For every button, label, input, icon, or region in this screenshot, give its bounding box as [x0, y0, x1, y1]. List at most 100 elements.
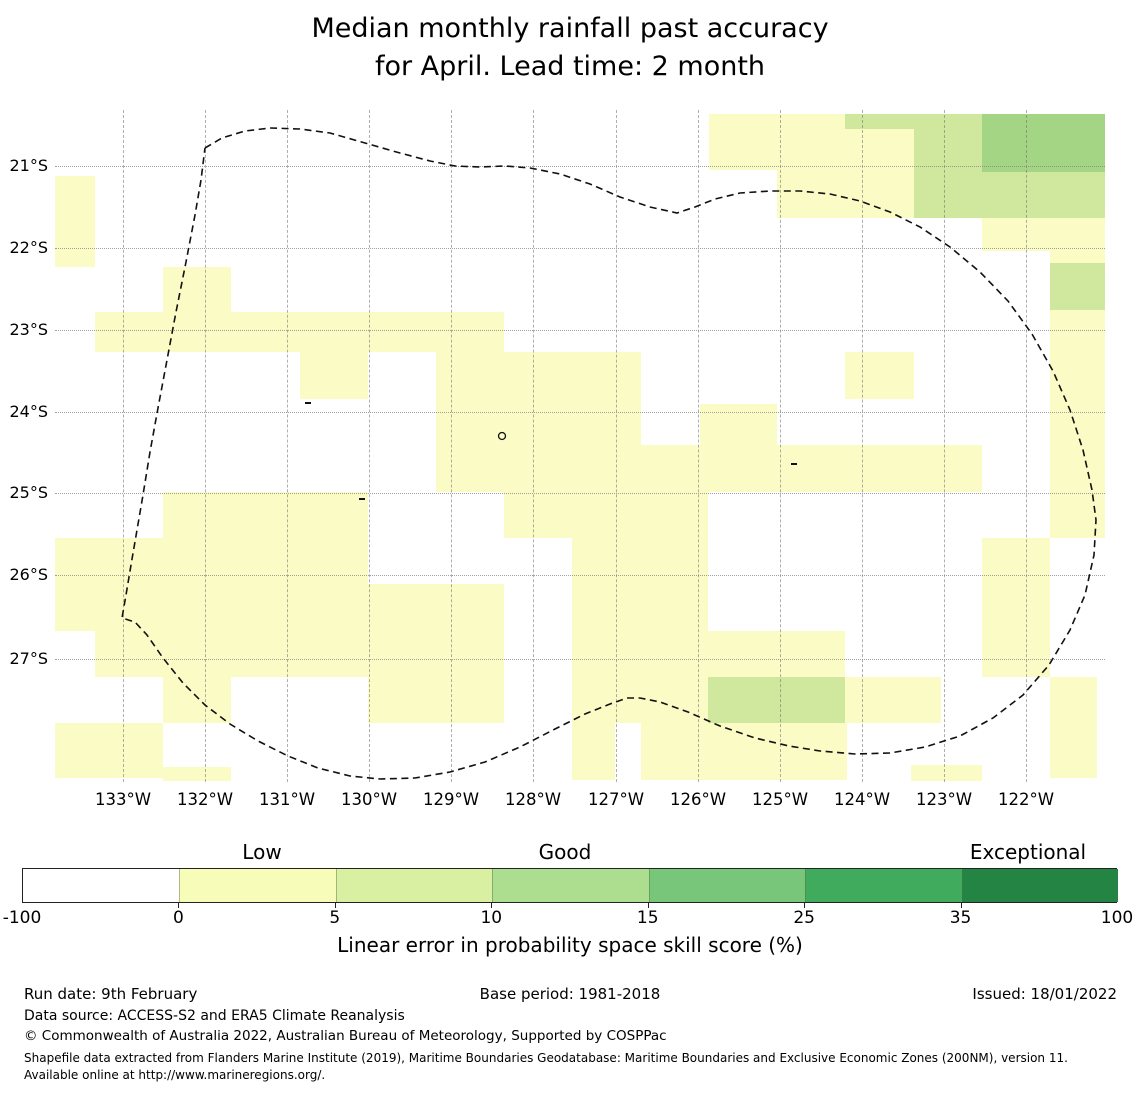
heatmap-cell	[55, 538, 368, 584]
lon-gridline	[451, 110, 452, 782]
colorbar-tick-label: 0	[173, 908, 184, 928]
colorbar-tick-label: 35	[949, 908, 972, 928]
heatmap-cell	[572, 677, 708, 723]
colorbar-segment	[961, 869, 1118, 902]
colorbar-tick-mark	[491, 903, 493, 908]
heatmap-cell	[982, 114, 1105, 172]
colorbar-segment-divider	[492, 869, 494, 902]
lon-gridline	[369, 110, 370, 782]
colorbar-caption: Linear error in probability space skill …	[337, 933, 803, 957]
heatmap-cell	[982, 538, 1050, 677]
colorbar-tick-label: 10	[480, 908, 503, 928]
heatmap-cell	[641, 723, 847, 780]
data-source-text: Data source: ACCESS-S2 and ERA5 Climate …	[24, 1008, 405, 1024]
heatmap-cell	[300, 352, 368, 399]
lat-tick-label: 21°S	[9, 156, 48, 175]
colorbar-tick-label: -100	[2, 908, 42, 928]
lon-tick-label: 131°W	[258, 790, 316, 809]
lon-tick-label: 124°W	[833, 790, 891, 809]
colorbar-segment	[492, 869, 649, 902]
heatmap-cell	[1050, 263, 1105, 310]
lon-tick-label: 127°W	[587, 790, 645, 809]
heatmap-cell	[845, 114, 914, 129]
base-period-text: Base period: 1981-2018	[479, 985, 661, 1003]
colorbar-segment	[805, 869, 962, 902]
run-date-text: Run date: 9th February	[24, 985, 198, 1003]
colorbar-category-label: Good	[538, 840, 592, 864]
heatmap-cell	[436, 399, 641, 445]
lon-tick-label: 129°W	[422, 790, 480, 809]
heatmap-cell	[911, 765, 982, 781]
heatmap-cell	[1050, 310, 1105, 538]
lat-gridline	[55, 330, 1105, 331]
heatmap-cell	[572, 723, 615, 780]
lat-tick-label: 25°S	[9, 483, 48, 502]
heatmap-cell	[504, 492, 708, 538]
colorbar-segment-divider	[805, 869, 807, 902]
heatmap-cell	[700, 404, 777, 445]
copyright-text: © Commonwealth of Australia 2022, Austra…	[24, 1028, 667, 1044]
lon-tick-label: 126°W	[669, 790, 727, 809]
lon-gridline	[533, 110, 534, 782]
shapefile-attribution-text: Shapefile data extracted from Flanders M…	[24, 1051, 1068, 1082]
colorbar-segment	[23, 869, 180, 902]
heatmap-cell	[845, 677, 941, 723]
lat-tick-label: 26°S	[9, 565, 48, 584]
lat-tick-label: 27°S	[9, 649, 48, 668]
colorbar-tick-label: 15	[636, 908, 659, 928]
chart-title-line2: for April. Lead time: 2 month	[374, 51, 766, 82]
heatmap-cell	[572, 584, 708, 631]
lat-gridline	[55, 412, 1105, 413]
colorbar-segment-divider	[961, 869, 963, 902]
heatmap-cell	[436, 445, 982, 492]
chart-title-line1: Median monthly rainfall past accuracy	[311, 13, 829, 44]
heatmap-cell	[163, 492, 368, 538]
colorbar-segment-divider	[335, 869, 337, 902]
lat-tick-label: 24°S	[9, 402, 48, 421]
colorbar	[22, 868, 1118, 903]
heatmap-cell	[845, 129, 914, 218]
lon-tick-label: 133°W	[94, 790, 152, 809]
heatmap-cell	[709, 114, 777, 170]
colorbar-tick-mark	[960, 903, 962, 908]
lon-tick-label: 132°W	[176, 790, 234, 809]
heatmap-cell	[95, 631, 504, 677]
lon-tick-label: 123°W	[915, 790, 973, 809]
colorbar-tick-label: 5	[329, 908, 341, 928]
issued-date-text: Issued: 18/01/2022	[972, 985, 1117, 1003]
lon-tick-label: 130°W	[340, 790, 398, 809]
colorbar-tick-mark	[178, 903, 180, 908]
colorbar-category-label: Exceptional	[969, 840, 1087, 864]
lat-gridline	[55, 166, 1105, 167]
heatmap-cell	[55, 176, 95, 267]
lon-gridline	[205, 110, 206, 782]
lat-tick-label: 23°S	[9, 320, 48, 339]
heatmap-cell	[572, 538, 708, 584]
colorbar-tick-mark	[647, 903, 649, 908]
lat-gridline	[55, 493, 1105, 494]
lon-tick-label: 122°W	[997, 790, 1055, 809]
lon-gridline	[1026, 110, 1027, 782]
lon-tick-label: 125°W	[751, 790, 809, 809]
lat-tick-label: 22°S	[9, 238, 48, 257]
heatmap-cell	[708, 677, 845, 723]
heatmap-cell	[1050, 677, 1097, 778]
colorbar-tick-mark	[334, 903, 336, 908]
colorbar-segment	[648, 869, 806, 902]
lon-gridline	[944, 110, 945, 782]
colorbar-segment-divider	[179, 869, 181, 902]
lon-gridline	[780, 110, 781, 782]
colorbar-segment	[179, 869, 336, 902]
colorbar-tick-mark	[804, 903, 806, 908]
heatmap-cell	[982, 218, 1050, 251]
heatmap-cell	[982, 172, 1105, 218]
lon-gridline	[862, 110, 863, 782]
heatmap-cell	[845, 352, 914, 399]
colorbar-category-label: Low	[242, 840, 282, 864]
heatmap-cell	[436, 352, 641, 399]
colorbar-segment-divider	[648, 869, 650, 902]
lon-tick-label: 128°W	[504, 790, 562, 809]
lat-gridline	[55, 248, 1105, 249]
lat-gridline	[55, 575, 1105, 576]
